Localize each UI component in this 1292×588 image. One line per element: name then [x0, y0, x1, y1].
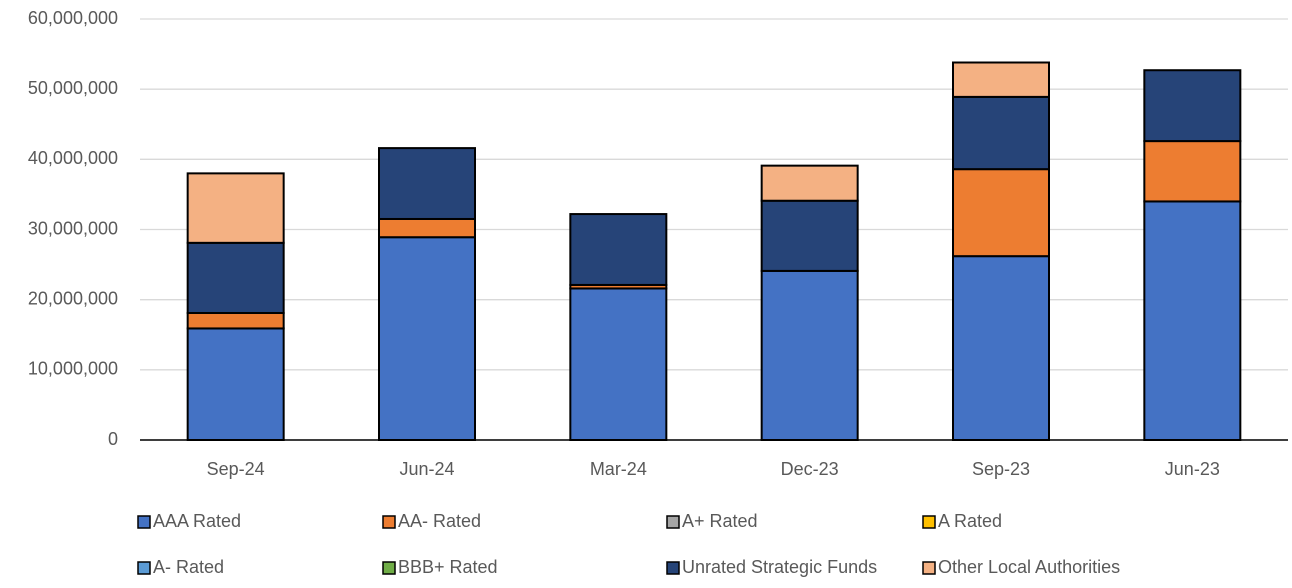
legend-swatch	[922, 561, 936, 575]
bar-segment	[760, 199, 859, 272]
bar-segment	[1143, 69, 1242, 143]
bar-segment	[952, 168, 1050, 258]
y-tick-label: 20,000,000	[28, 288, 118, 308]
bar-segment	[760, 164, 859, 202]
y-tick-label: 50,000,000	[28, 78, 118, 98]
legend-swatch	[666, 515, 680, 529]
legend-label: A- Rated	[153, 557, 224, 577]
x-tick-label: Jun-23	[1165, 459, 1220, 479]
bar-segment	[952, 255, 1050, 441]
legend-label: AA- Rated	[398, 511, 481, 531]
bar-segment	[186, 241, 285, 314]
legend-label: AAA Rated	[153, 511, 241, 531]
bar-segment	[1143, 200, 1242, 441]
x-tick-label: Sep-24	[207, 459, 265, 479]
legend-swatch	[922, 515, 936, 529]
bar-segment	[378, 217, 476, 239]
x-tick-label: Mar-24	[590, 459, 647, 479]
bar-segment	[952, 61, 1050, 98]
legend-swatch	[666, 561, 680, 575]
legend-label: Unrated Strategic Funds	[682, 557, 877, 577]
x-tick-label: Sep-23	[972, 459, 1030, 479]
x-tick-label: Dec-23	[781, 459, 839, 479]
y-tick-label: 60,000,000	[28, 8, 118, 28]
legend-label: A Rated	[938, 511, 1002, 531]
bar-segment	[378, 236, 476, 441]
legend-label: A+ Rated	[682, 511, 758, 531]
bar-segment	[186, 311, 285, 330]
bar-segment	[186, 327, 285, 441]
legend-label: Other Local Authorities	[938, 557, 1120, 577]
bar-segment	[186, 172, 285, 244]
bar-segment	[952, 95, 1050, 171]
bar-segment	[760, 269, 859, 442]
legend-swatch	[137, 515, 151, 529]
bar-segment	[378, 147, 476, 220]
bar-segment	[569, 213, 668, 286]
y-tick-label: 40,000,000	[28, 148, 118, 168]
legend-swatch	[382, 561, 396, 575]
y-tick-label: 10,000,000	[28, 359, 118, 379]
legend-swatch	[382, 515, 396, 529]
legend-swatch	[137, 561, 151, 575]
y-tick-label: 0	[108, 429, 118, 449]
x-tick-label: Jun-24	[399, 459, 454, 479]
y-tick-label: 30,000,000	[28, 218, 118, 238]
bar-segment	[569, 287, 668, 441]
bar-segment	[1143, 140, 1242, 203]
legend-label: BBB+ Rated	[398, 557, 498, 577]
